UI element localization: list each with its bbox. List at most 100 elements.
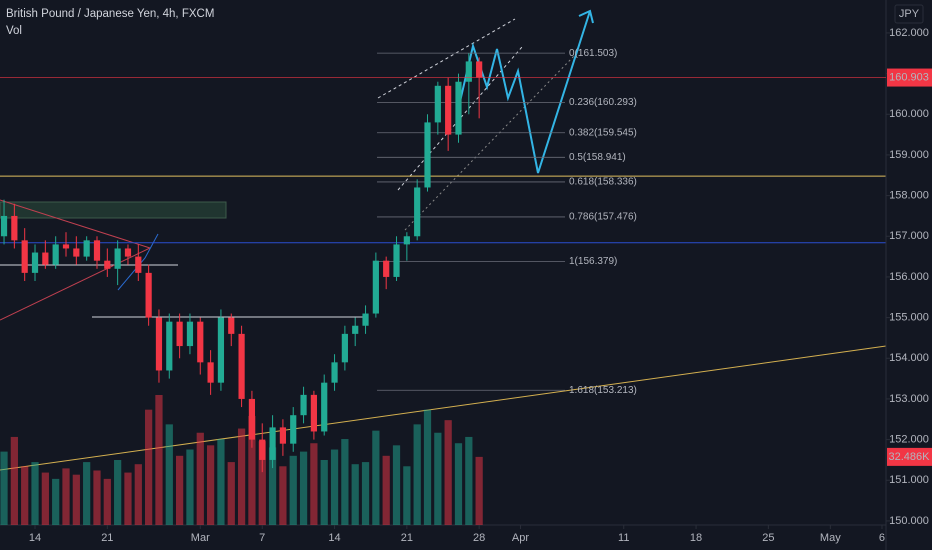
x-tick-label: May — [820, 532, 841, 544]
candle-body — [42, 252, 49, 265]
volume-bar — [320, 460, 328, 525]
volume-bar — [465, 436, 473, 525]
candle-body — [465, 61, 472, 82]
candle-body — [352, 325, 359, 334]
drawings: 0(161.503) 0.236(160.293) 0.382(159.545) 0.… — [0, 9, 887, 471]
x-tick-label: 28 — [473, 532, 485, 544]
candle-body — [383, 260, 390, 277]
fib-label: 0.786(157.476) — [569, 212, 637, 223]
volume-label-box — [887, 447, 932, 466]
trend-line — [0, 345, 887, 471]
volume-bar — [299, 451, 308, 525]
chart-title: British Pound / Japanese Yen, 4h, FXCM — [6, 8, 214, 20]
volume-title: Vol — [6, 25, 22, 37]
x-tick-label: Mar — [191, 532, 210, 544]
volume-bar — [279, 466, 287, 525]
x-tick-label: 6 — [879, 532, 885, 544]
volume-bar — [217, 439, 225, 525]
volume-bar — [413, 424, 421, 525]
candle-body — [434, 85, 441, 123]
fib-label: 0.236(160.293) — [569, 97, 637, 108]
volume-bar — [392, 445, 401, 525]
candle-body — [238, 333, 245, 399]
candle-body — [269, 427, 276, 460]
y-tick-label: 158.000 — [889, 190, 929, 202]
volume-bar — [434, 432, 442, 525]
x-tick-label: 25 — [762, 532, 774, 544]
candle-body — [393, 244, 400, 277]
volume-bar — [134, 464, 142, 525]
candle-body — [166, 321, 173, 371]
y-tick-label: 160.000 — [889, 108, 929, 120]
volume-bar — [310, 443, 318, 525]
volume-bar — [372, 430, 380, 525]
volume-bar — [330, 449, 339, 525]
candle-body — [104, 260, 111, 269]
x-tick-label: 14 — [328, 532, 340, 544]
candle-body — [197, 321, 204, 363]
y-tick-label: 159.000 — [889, 149, 929, 161]
candle-body — [145, 272, 152, 318]
y-tick-label: 152.000 — [889, 434, 929, 446]
candle-body — [0, 215, 8, 237]
volume-bar — [248, 415, 256, 525]
candle-body — [207, 362, 214, 383]
volume-bar — [62, 468, 70, 525]
fib-label: 0(161.503) — [569, 48, 617, 59]
candle-body — [248, 398, 256, 440]
y-tick-label: 157.000 — [889, 230, 929, 242]
volume-bar — [361, 462, 370, 525]
fib-label: 0.5(158.941) — [569, 152, 626, 163]
candle-body — [279, 427, 287, 444]
projection — [457, 10, 591, 174]
candle-body — [124, 248, 132, 257]
candle-body — [176, 321, 183, 347]
x-tick-label: 21 — [101, 532, 113, 544]
volume-bar — [165, 424, 173, 525]
candle-body — [52, 244, 59, 265]
last-price-label: 160.903 — [889, 71, 929, 83]
volume-bar — [176, 455, 184, 525]
candle-body — [62, 244, 70, 249]
candle-body — [372, 260, 379, 314]
candle-body — [186, 321, 194, 347]
volume-bar — [145, 409, 153, 525]
volume-bar — [155, 395, 163, 525]
volume-bar — [454, 443, 463, 525]
candle-body — [228, 317, 235, 334]
fib-label: 1(156.379) — [569, 256, 617, 267]
candle-body — [300, 394, 307, 416]
x-tick-label: 14 — [29, 532, 41, 544]
breakout — [117, 233, 159, 291]
volume-label: 32.486K — [889, 451, 931, 463]
candle-body — [73, 248, 80, 257]
y-tick-label: 153.000 — [889, 393, 929, 405]
volume-bar — [93, 470, 101, 525]
last-price-box — [887, 68, 932, 87]
volume-bar — [41, 472, 49, 525]
volume-bar — [206, 445, 215, 525]
volume-bar — [114, 460, 122, 525]
candle-body — [321, 382, 328, 432]
volume-bar — [341, 439, 349, 525]
projection-arrow — [578, 9, 594, 24]
currency: JPY — [899, 8, 920, 20]
volume-bar — [52, 478, 60, 525]
x-tick-label: 7 — [259, 532, 265, 544]
fib-label: 0.618(158.336) — [569, 177, 637, 188]
volume-bar — [103, 478, 111, 525]
volume-bar — [444, 420, 452, 525]
candle-body — [217, 317, 225, 383]
volume-bar — [0, 451, 8, 525]
fib-label: 1.618(153.213) — [569, 385, 637, 396]
volume-bar — [382, 455, 390, 525]
candle-body — [259, 439, 266, 460]
y-tick-label: 156.000 — [889, 271, 929, 283]
candle-body — [93, 240, 101, 261]
volume-bar — [351, 464, 359, 525]
x-tick-label: Apr — [512, 532, 529, 544]
fib-label: 0.382(159.545) — [569, 127, 637, 138]
volume-bar — [196, 432, 204, 525]
volume-bar — [31, 462, 39, 525]
